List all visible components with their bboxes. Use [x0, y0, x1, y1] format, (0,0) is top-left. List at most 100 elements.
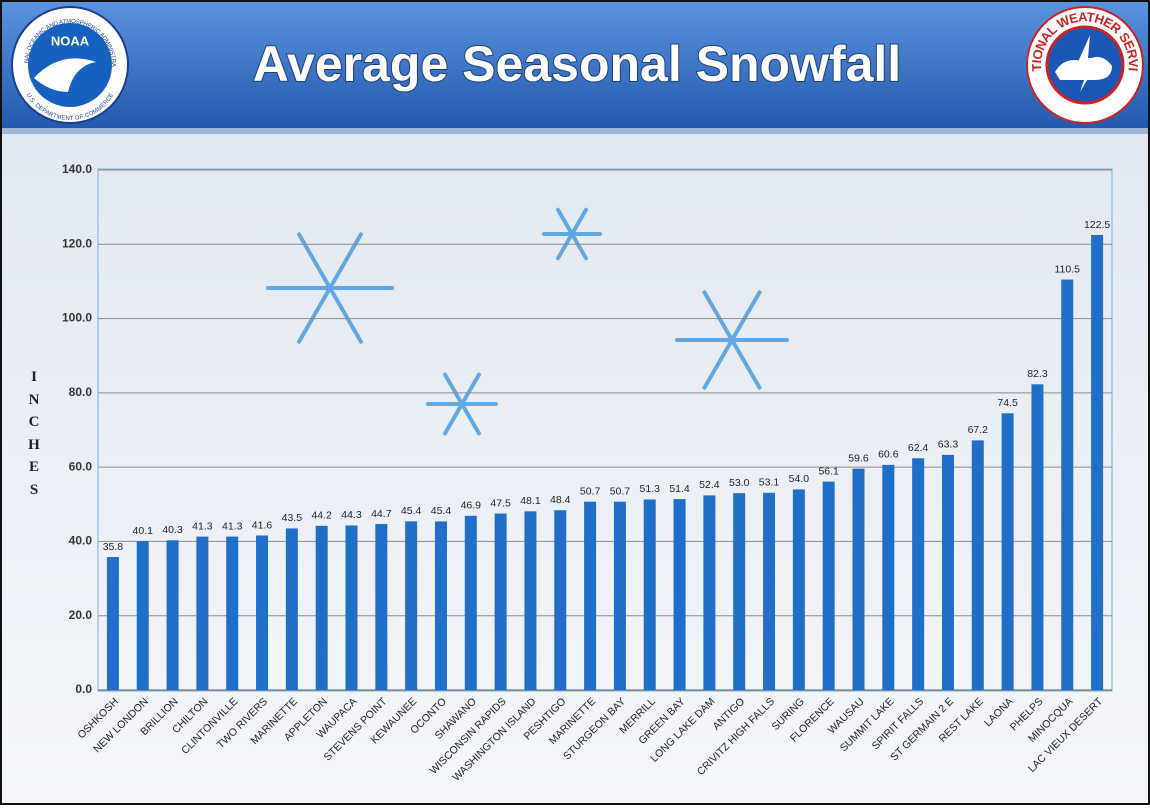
header-band [2, 2, 1148, 128]
bar [1001, 413, 1014, 690]
bar [584, 501, 597, 690]
value-label: 51.4 [669, 483, 690, 495]
bar [106, 557, 119, 690]
bar [166, 540, 179, 690]
y-tick-label: 40.0 [69, 534, 93, 548]
value-label: 82.3 [1027, 368, 1048, 380]
nws-cloud [1055, 56, 1112, 80]
chart-title: Average Seasonal Snowfall [253, 36, 901, 92]
y-tick-label: 60.0 [69, 459, 93, 473]
plot-border [97, 168, 1113, 692]
value-label: 48.4 [550, 494, 571, 506]
value-label: 43.5 [282, 512, 303, 524]
value-label: 74.5 [997, 397, 1018, 409]
value-label: 63.3 [938, 439, 959, 451]
value-label: 45.4 [401, 505, 422, 517]
value-label: 40.3 [162, 524, 183, 536]
bar [315, 525, 328, 690]
noaa-bird [34, 58, 96, 92]
value-label: 44.2 [311, 510, 332, 522]
bar [792, 489, 805, 690]
value-label: 44.3 [341, 509, 362, 521]
snowflake-arm [328, 286, 363, 344]
snowflake-arm [297, 286, 332, 344]
value-label: 50.7 [580, 485, 601, 497]
noaa-text: NOAA [51, 33, 90, 48]
header-shadow [2, 128, 1148, 134]
bar [1031, 384, 1044, 690]
y-tick-label: 20.0 [69, 608, 93, 622]
bar [554, 510, 567, 690]
value-label: 35.8 [103, 541, 124, 553]
bar [941, 454, 954, 690]
y-axis-label: INCHES [28, 369, 40, 498]
bar [1091, 235, 1104, 690]
bar [1061, 279, 1074, 690]
value-label: 41.3 [222, 520, 243, 532]
value-label: 60.6 [878, 449, 899, 461]
value-label: 51.3 [640, 483, 661, 495]
bar [345, 525, 358, 690]
bar [763, 492, 776, 690]
y-tick-label: 80.0 [69, 385, 93, 399]
bar [256, 535, 269, 690]
snowflake-arm [570, 232, 588, 261]
value-label: 110.5 [1055, 263, 1081, 275]
bar [464, 515, 477, 690]
snowflake-arm [328, 232, 363, 290]
snowflakes [266, 207, 789, 436]
snowflake-arm [570, 207, 588, 236]
value-label: 48.1 [520, 495, 541, 507]
value-label: 45.4 [431, 505, 452, 517]
value-label: 41.3 [192, 520, 213, 532]
bar [285, 528, 298, 690]
value-label: 47.5 [490, 497, 511, 509]
bar [971, 440, 984, 690]
value-label: 44.7 [371, 508, 392, 520]
value-label: 62.4 [908, 442, 929, 454]
value-label: 46.9 [461, 500, 482, 512]
bar [673, 499, 686, 690]
value-label: 122.5 [1084, 219, 1110, 231]
y-tick-label: 0.0 [75, 682, 92, 696]
bar [852, 468, 865, 690]
value-label: 54.0 [789, 473, 810, 485]
value-label: 50.7 [610, 485, 631, 497]
bar [613, 501, 626, 690]
bar [196, 536, 209, 690]
value-label: 53.0 [729, 477, 750, 489]
snowflake-arm [443, 402, 464, 436]
bar [524, 511, 537, 690]
y-tick-label: 140.0 [62, 162, 92, 176]
bar [703, 495, 716, 690]
y-tick-label: 100.0 [62, 311, 92, 325]
bar [494, 513, 507, 690]
value-label: 56.1 [818, 465, 839, 477]
snowflake-arm [460, 402, 481, 436]
bar [375, 523, 388, 690]
snowflake-arm [460, 372, 481, 406]
snowflake-arm [556, 207, 574, 236]
snowflake-arm [702, 338, 734, 390]
value-label: 52.4 [699, 479, 720, 491]
nws-bolt [1078, 35, 1100, 92]
snowflake-arm [297, 232, 332, 290]
bar [643, 499, 656, 690]
y-tick-label: 120.0 [62, 236, 92, 250]
noaa-logo: NOAA NATIONAL OCEANIC AND ATMOSPHERIC AD… [0, 0, 129, 124]
value-label: 53.1 [759, 477, 780, 489]
bar [822, 481, 835, 690]
snowflake-arm [730, 338, 762, 390]
snowflake-arm [702, 290, 734, 342]
bar [226, 536, 239, 690]
bar [136, 541, 149, 690]
bar [733, 493, 746, 690]
snowflake-arm [556, 232, 574, 261]
snowflake-arm [443, 372, 464, 406]
value-label: 41.6 [252, 519, 273, 531]
bar [434, 521, 447, 690]
